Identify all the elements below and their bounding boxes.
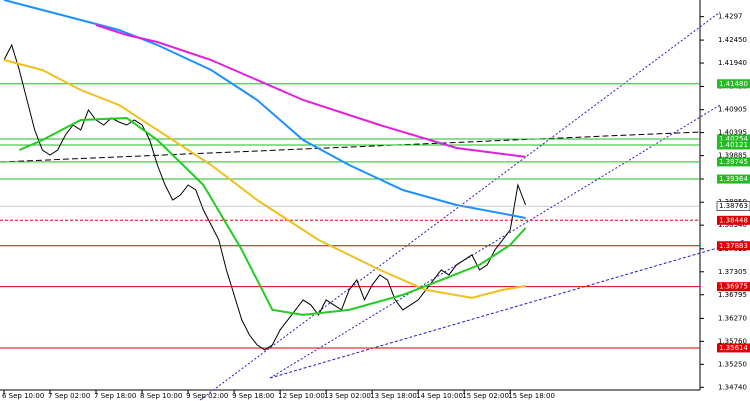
price-level-label: 1.36975: [719, 283, 748, 291]
price-level-label: 1.35614: [719, 344, 748, 352]
x-tick-label: 13 Sep 02:00: [324, 392, 371, 400]
y-tick-label: 1.40395: [718, 129, 747, 137]
price-level-label: 1.38448: [719, 216, 748, 224]
y-tick-label: 1.42450: [718, 36, 747, 44]
y-tick-label: 1.35760: [718, 337, 747, 345]
price-level-label: 1.41480: [719, 80, 748, 88]
price-line: [3, 43, 527, 351]
price-level-box: [717, 215, 750, 225]
x-tick-label: 12 Sep 10:00: [278, 392, 325, 400]
y-tick-label: 1.36795: [718, 291, 747, 299]
y-tick-label: 1.36270: [718, 314, 747, 322]
x-tick-label: 15 Sep 02:00: [462, 392, 509, 400]
y-tick-label: 1.38340: [718, 221, 747, 229]
x-tick-label: 9 Sep 18:00: [232, 392, 274, 400]
x-tick-label: 9 Sep 02:00: [186, 392, 228, 400]
price-level-box: [717, 282, 750, 292]
x-tick-label: 7 Sep 02:00: [48, 392, 90, 400]
y-tick-label: 1.35250: [718, 360, 747, 368]
x-tick-label: 7 Sep 18:00: [94, 392, 136, 400]
price-level-box: [717, 79, 750, 89]
price-level-label: 1.40254: [719, 135, 748, 143]
y-tick-label: 1.41940: [718, 59, 747, 67]
y-tick-label: 1.4297: [718, 13, 743, 21]
y-tick-label: 1.34740: [718, 383, 747, 391]
price-level-box: [717, 157, 750, 167]
x-tick-label: 8 Sep 10:00: [140, 392, 182, 400]
price-level-label: 1.37883: [719, 242, 748, 250]
y-tick-label: 1.40905: [718, 106, 747, 114]
price-level-label: 1.40121: [719, 141, 748, 149]
y-tick-label: 1.37305: [718, 268, 747, 276]
price-level-box: [717, 140, 750, 150]
price-level-box: [717, 174, 750, 184]
moving-average: [3, 0, 526, 219]
price-level-label: 1.39364: [719, 175, 748, 183]
price-level-box: [717, 241, 750, 251]
x-tick-label: 14 Sep 10:00: [416, 392, 463, 400]
price-level-box: [717, 343, 750, 353]
moving-average: [18, 116, 527, 316]
price-level-label: 1.39745: [719, 158, 748, 166]
x-tick-label: 13 Sep 18:00: [370, 392, 417, 400]
moving-average: [95, 24, 526, 158]
x-tick-label: 15 Sep 18:00: [508, 392, 555, 400]
trend-line: [269, 239, 746, 379]
y-tick-label: 1.39885: [718, 152, 747, 160]
current-price-label: 1.38763: [719, 202, 748, 210]
x-tick-label: 6 Sep 10:00: [2, 392, 44, 400]
current-price-box: [716, 201, 750, 211]
moving-average: [3, 59, 526, 299]
price-level-box: [717, 134, 750, 144]
